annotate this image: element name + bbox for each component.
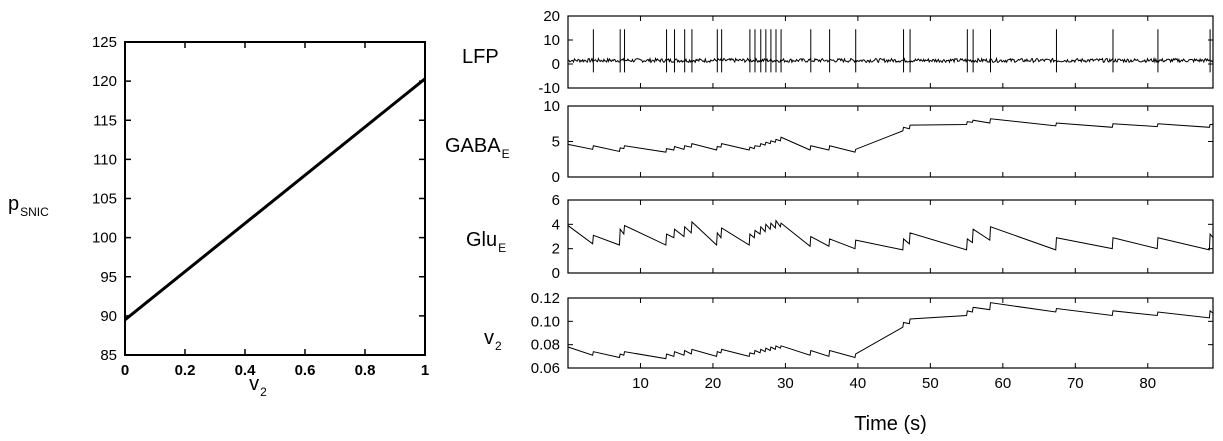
x-tick-label: 0 — [121, 362, 129, 379]
x-tick-label: 50 — [922, 375, 939, 392]
y-axis-label: GluE — [466, 229, 506, 255]
y-tick-label: 120 — [92, 73, 117, 90]
x-tick-label: 40 — [850, 375, 867, 392]
data-trace — [567, 302, 1214, 360]
y-tick-label: 2 — [552, 241, 560, 258]
x-tick-label: 80 — [1139, 375, 1156, 392]
y-tick-label: 20 — [543, 8, 560, 25]
panel-frame — [567, 297, 1214, 369]
x-axis-label: v2 — [249, 373, 267, 399]
lfp-trace — [567, 29, 1214, 73]
pSNIC-vs-v2-chart: 85 90 95 100 105 110 115 120 125 0 0.2 0.4 0.6 0.8 1 v2… — [8, 34, 429, 399]
x-tick-label: 0.2 — [175, 362, 196, 379]
x-tick-label: 0.4 — [235, 362, 257, 379]
lfp-panel: -10 0 10 20 LFP — [462, 8, 1214, 97]
y-tick-label: -10 — [538, 80, 560, 97]
y-axis-label-subscript: SNIC — [20, 205, 49, 219]
panel-frame — [567, 15, 1214, 89]
y-tick-label: 0 — [552, 169, 560, 186]
panel-frame — [567, 105, 1214, 178]
y-axis-label-subscript: E — [498, 241, 506, 255]
y-tick-label: 5 — [552, 134, 560, 151]
v2-panel: 0.06 0.08 0.10 0.12 10 20 30 40 50 60 70 80 v2 Time (… — [484, 290, 1214, 435]
y-tick-label: 0.10 — [531, 313, 560, 330]
y-tick-label: 4 — [552, 216, 560, 233]
x-tick-label: 60 — [994, 375, 1011, 392]
y-tick-label: 6 — [552, 192, 560, 209]
y-axis-label-subscript: E — [502, 147, 510, 161]
x-tick-label: 20 — [705, 375, 722, 392]
data-trace — [567, 219, 1214, 251]
y-axis-label: v2 — [484, 327, 502, 353]
y-axis-label: GABAE — [445, 135, 510, 161]
y-tick-label: 0.06 — [531, 360, 560, 377]
y-tick-label: 10 — [543, 32, 560, 49]
gaba-panel: 0 5 10 GABAE — [445, 98, 1214, 186]
y-tick-label: 0 — [552, 56, 560, 73]
y-axis-label-main: Glu — [466, 229, 497, 251]
y-tick-label: 10 — [543, 98, 560, 115]
y-tick-label: 90 — [100, 308, 117, 325]
x-tick-label: 1 — [421, 362, 429, 379]
y-axis-label-main: GABA — [445, 135, 501, 157]
glu-panel: 0 2 4 6 GluE — [466, 192, 1214, 282]
y-tick-label: 0 — [552, 265, 560, 282]
y-tick-label: 95 — [100, 269, 117, 286]
y-tick-label: 0.12 — [531, 290, 560, 307]
x-tick-label: 30 — [777, 375, 794, 392]
x-axis-label: Time (s) — [854, 413, 927, 435]
y-tick-label: 115 — [93, 112, 117, 129]
x-tick-label: 0.6 — [295, 362, 316, 379]
y-tick-label: 100 — [92, 230, 117, 247]
y-tick-label: 110 — [93, 151, 117, 168]
x-tick-label: 0.8 — [355, 362, 376, 379]
x-tick-label: 10 — [632, 375, 649, 392]
y-tick-label: 105 — [92, 191, 117, 208]
y-axis-label-main: p — [8, 193, 19, 215]
y-tick-label: 85 — [100, 347, 117, 364]
y-axis-label: pSNIC — [8, 193, 49, 219]
y-tick-label: 0.08 — [531, 337, 560, 354]
data-line — [124, 77, 426, 321]
y-axis-label-main: LFP — [462, 46, 499, 68]
data-trace — [567, 118, 1213, 153]
y-axis-label-subscript: 2 — [495, 339, 502, 353]
x-tick-label: 70 — [1067, 375, 1084, 392]
panel-frame — [567, 199, 1214, 274]
y-axis-label-main: v — [484, 327, 494, 349]
y-axis-label: LFP — [462, 46, 499, 68]
x-axis-label-main: v — [249, 373, 259, 395]
x-axis-label-subscript: 2 — [260, 385, 267, 399]
y-tick-label: 125 — [92, 34, 117, 51]
